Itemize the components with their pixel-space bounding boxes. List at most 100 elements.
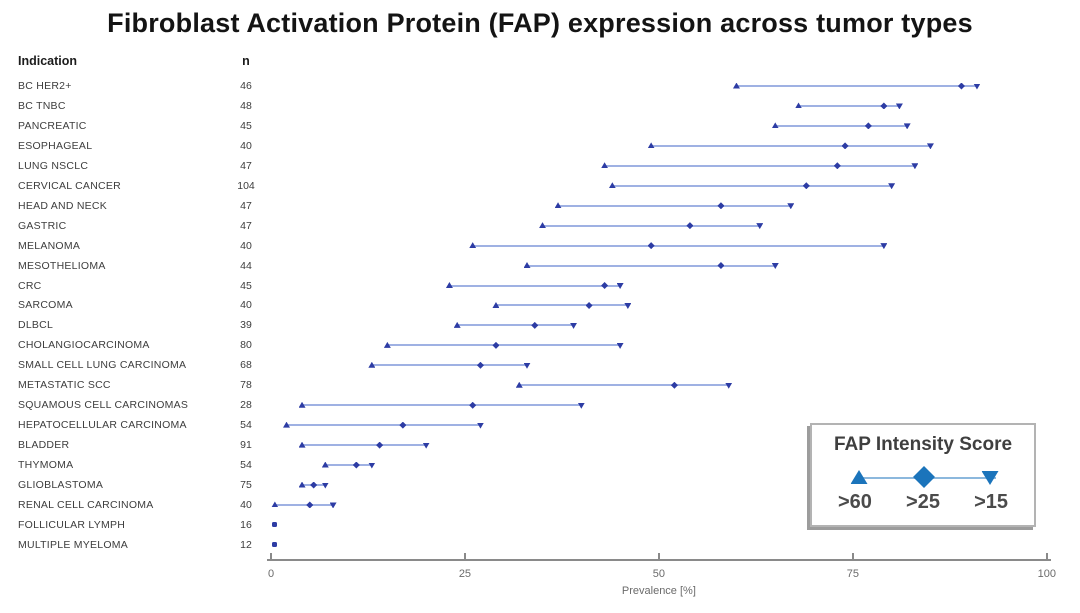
row-label: THYMOMA <box>18 459 74 472</box>
marker-gt15-triangle-down-icon <box>787 203 795 210</box>
marker-gt60-triangle-up-icon <box>732 82 740 89</box>
row-label: MESOTHELIOMA <box>18 259 106 272</box>
row-n-value: 46 <box>240 80 252 92</box>
x-axis-line <box>267 559 1051 561</box>
row-n-value: 44 <box>240 259 252 272</box>
marker-gt60-triangle-up-icon <box>298 441 306 448</box>
row-label: DLBCL <box>18 319 54 332</box>
x-axis-tick <box>851 553 854 560</box>
row-label: BC HER2+ <box>18 80 72 92</box>
marker-gt15-triangle-down-icon <box>926 143 934 150</box>
row-label: METASTATIC SCC <box>18 379 111 392</box>
marker-gt15-triangle-down-icon <box>895 103 903 110</box>
marker-gt60-triangle-up-icon <box>601 162 609 169</box>
marker-gt60-triangle-up-icon <box>271 501 279 508</box>
legend-box: FAP Intensity Score >60 >25 >15 <box>810 423 1036 527</box>
prevalence-range-line <box>286 424 481 427</box>
row-n-value: 47 <box>240 199 252 212</box>
marker-gt25-diamond-icon <box>670 381 678 389</box>
col-header-n: n <box>242 54 250 68</box>
row-label: MELANOMA <box>18 239 81 252</box>
marker-gt25-diamond-icon <box>492 341 500 349</box>
prevalence-range-line <box>736 85 977 87</box>
prevalence-range-line <box>558 204 791 207</box>
x-axis-tick-label: 50 <box>652 568 666 580</box>
prevalence-range-line <box>472 244 884 247</box>
row-n-value: 47 <box>240 219 252 232</box>
row-label: BLADDER <box>18 439 70 452</box>
marker-gt25-diamond-icon <box>841 142 849 150</box>
marker-gt15-triangle-down-icon <box>570 322 578 329</box>
prevalence-range-line <box>325 464 372 467</box>
marker-gt25-diamond-icon <box>531 321 539 329</box>
row-label: MULTIPLE MYELOMA <box>18 538 128 551</box>
legend-label-gt25: >25 <box>906 491 940 513</box>
row-n-value: 54 <box>240 459 252 472</box>
row-label: GASTRIC <box>18 219 67 232</box>
data-point-dot <box>272 522 278 528</box>
marker-gt15-triangle-down-icon <box>756 223 764 230</box>
marker-gt60-triangle-up-icon <box>453 321 461 328</box>
row-label: SMALL CELL LUNG CARCINOMA <box>18 359 187 372</box>
marker-gt25-diamond-icon <box>352 461 360 469</box>
marker-gt25-diamond-icon <box>647 242 655 250</box>
row-label: SARCOMA <box>18 299 73 312</box>
marker-gt15-triangle-down-icon <box>523 362 531 369</box>
marker-gt60-triangle-up-icon <box>368 361 376 368</box>
marker-gt60-triangle-up-icon <box>795 102 803 109</box>
row-label: HEPATOCELLULAR CARCINOMA <box>18 419 187 432</box>
row-n-value: 80 <box>240 339 252 352</box>
row-label: GLIOBLASTOMA <box>18 479 104 491</box>
marker-gt60-triangle-up-icon <box>608 182 616 189</box>
marker-gt60-triangle-up-icon <box>523 262 531 269</box>
marker-gt15-triangle-down-icon <box>973 83 981 90</box>
row-label: PANCREATIC <box>18 119 87 132</box>
legend-labels: >60 >25 >15 <box>812 491 1034 514</box>
row-n-value: 40 <box>240 239 252 252</box>
marker-gt15-triangle-down-icon <box>616 342 624 349</box>
prevalence-range-line <box>775 124 908 127</box>
marker-gt60-triangle-up-icon <box>554 202 562 209</box>
marker-gt25-diamond-icon <box>310 481 318 489</box>
legend-label-gt60: >60 <box>838 491 872 513</box>
marker-gt15-triangle-down-icon <box>577 402 585 409</box>
row-label: BC TNBC <box>18 99 66 112</box>
x-axis-tick-label: 75 <box>846 568 859 580</box>
row-n-value: 45 <box>240 279 252 292</box>
row-n-value: 40 <box>240 139 252 152</box>
row-label: ESOPHAGEAL <box>18 139 93 152</box>
row-label: SQUAMOUS CELL CARCINOMAS <box>18 399 189 412</box>
row-n-value: 75 <box>240 479 252 491</box>
marker-gt25-diamond-icon <box>376 441 384 449</box>
prevalence-range-line <box>457 324 574 327</box>
marker-gt15-triangle-down-icon <box>880 243 888 250</box>
marker-gt60-triangle-up-icon <box>283 421 291 428</box>
prevalence-range-line <box>302 444 427 447</box>
legend-diamond-icon <box>913 466 935 488</box>
marker-gt15-triangle-down-icon <box>616 283 624 289</box>
marker-gt15-triangle-down-icon <box>422 442 430 449</box>
marker-gt25-diamond-icon <box>469 401 477 409</box>
marker-gt25-diamond-icon <box>717 202 725 210</box>
marker-gt25-diamond-icon <box>476 361 484 369</box>
row-n-value: 48 <box>240 99 252 112</box>
x-axis-tick <box>270 553 272 560</box>
row-label: LUNG NSCLC <box>18 159 89 172</box>
prevalence-range-line <box>604 164 915 167</box>
marker-gt15-triangle-down-icon <box>476 422 484 429</box>
prevalence-range-line <box>651 144 931 147</box>
marker-gt60-triangle-up-icon <box>469 242 477 249</box>
prevalence-range-line <box>302 404 582 407</box>
marker-gt60-triangle-up-icon <box>445 282 453 288</box>
chart-title: Fibroblast Activation Protein (FAP) expr… <box>107 8 973 38</box>
row-n-value: 45 <box>240 119 252 132</box>
x-axis-tick-label: 0 <box>267 568 275 580</box>
marker-gt60-triangle-up-icon <box>515 381 523 388</box>
x-axis-tick-label: 25 <box>458 568 472 580</box>
marker-gt60-triangle-up-icon <box>383 341 391 348</box>
marker-gt25-diamond-icon <box>957 82 965 90</box>
marker-gt15-triangle-down-icon <box>368 462 376 469</box>
marker-gt15-triangle-down-icon <box>911 163 919 170</box>
row-n-value: 12 <box>240 538 252 551</box>
legend-label-gt15: >15 <box>974 491 1008 513</box>
